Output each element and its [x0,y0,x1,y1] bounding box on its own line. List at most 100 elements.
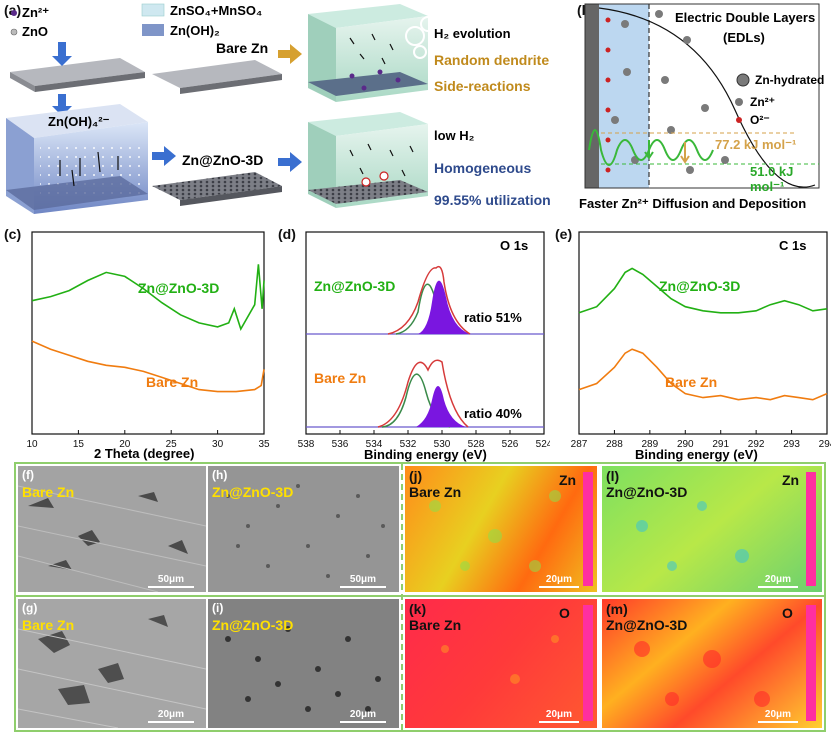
chart-e-frame [578,231,828,435]
panel-a-drawing [6,3,436,214]
arrow-right-icon [278,152,302,172]
chart-d-xlabel: Binding energy (eV) [364,447,487,462]
chart-d-series-2-label: Bare Zn [314,370,367,386]
arrow-down-icon [52,94,72,116]
legend-zno-label: ZnO [22,24,48,39]
arrow-down-icon [644,140,654,160]
chart-c: 10 15 20 25 30 35 [26,231,270,450]
grid-divider-horizontal [16,595,824,597]
energy-low-label: 51.0 kJ mol⁻¹ [750,164,794,194]
tile-k-label: (k) [409,601,427,617]
chart-d-tick-label: 524 [536,439,550,450]
tile-k-element: O [559,605,570,621]
zincate-label: Zn(OH)₄²⁻ [48,114,110,129]
chart-d-tick-label: 534 [366,439,383,450]
zn-hydrated-legend-icon [736,73,750,87]
chart-d-lower-envelope [377,359,469,428]
chart-e-tick-label: 289 [642,439,659,450]
low-h2-label: low H₂ [434,128,475,143]
chart-e-title: C 1s [779,238,807,253]
chart-e-series-2-line [578,348,828,401]
panel-c-label: (c) [4,226,22,242]
chart-d-tick-label: 536 [332,439,349,450]
chart-d-tick-label: 532 [400,439,417,450]
chart-d-lower-peak-2-fill [416,386,466,427]
sem-tile-i: (i) Zn@ZnO-3D 20μm [208,599,399,728]
grid-divider [401,464,403,730]
tile-h-name: Zn@ZnO-3D [212,484,294,500]
chart-e-series-1-label: Zn@ZnO-3D [659,278,741,294]
chart-d-frame [305,231,545,435]
tile-l-name: Zn@ZnO-3D [606,484,688,500]
tile-m-name: Zn@ZnO-3D [606,617,688,633]
chart-d-tick-label: 530 [434,439,451,450]
panel-a: (a) [0,0,575,220]
utilization-label: 99.55% utilization [434,192,551,208]
h2-evolution-label: H₂ evolution [434,26,511,41]
chart-c-series-2-line [31,340,265,393]
eds-tile-l: (l) Zn@ZnO-3D Zn 20μm [602,466,822,592]
tile-h-label: (h) [212,468,228,482]
chart-e-tick-label: 294 [819,439,831,450]
chart-e-tick-label: 292 [748,439,765,450]
hydroxide-legend-icon [142,24,164,36]
chart-d-ratio-2: ratio 40% [464,406,522,421]
chart-c-tick-label: 20 [119,439,131,450]
panel-e: (e) 287 288 289 290 291 292 293 294 C 1s Zn@ZnO… [555,222,831,462]
energy-high-label: 77.2 kJ mol⁻¹ [715,137,797,152]
scale-bar: 20μm [539,574,579,588]
chart-c-tick-label: 25 [166,439,178,450]
tile-m-element: O [782,605,793,621]
scale-bar: 20μm [148,709,194,723]
scale-bar: 20μm [539,709,579,723]
tile-i-label: (i) [212,601,224,615]
chart-c-tick-label: 35 [258,439,270,450]
chart-e-xlabel: Binding energy (eV) [635,447,758,462]
chart-e-tick-label: 287 [571,439,588,450]
scale-bar: 20μm [340,709,386,723]
zn2-label: Zn²⁺ [750,95,775,109]
eds-tile-k: (k) Bare Zn O 20μm [405,599,597,728]
tile-i-name: Zn@ZnO-3D [212,617,294,633]
chart-e-tick-label: 293 [783,439,800,450]
tile-j-element: Zn [559,472,577,488]
chart-e: 287 288 289 290 291 292 293 294 [571,231,831,450]
legend-zn2-label: Zn²⁺ [22,5,50,20]
panel-d-label: (d) [278,226,296,242]
chart-d-title: O 1s [500,238,529,253]
sem-tile-g: (g) Bare Zn 20μm [18,599,206,728]
chart-c-xlabel: 2 Theta (degree) [94,446,195,461]
electrolyte-legend-icon [141,3,165,17]
scale-bar: 20μm [758,709,798,723]
legend-hydroxide-label: Zn(OH)₂ [170,23,220,38]
chart-e-tick-label: 290 [677,439,694,450]
chart-e-series-2-label: Bare Zn [665,374,718,390]
zn2-legend-icon [11,10,17,16]
edl-title: Electric Double Layers [675,10,816,25]
chart-e-tick-label: 291 [712,439,729,450]
zn-zno-3d-label: Zn@ZnO-3D [182,152,264,168]
zn-hydrated-label: Zn-hydrated [755,73,825,87]
micrograph-grid: (f) Bare Zn 50μm (h) Zn@ZnO-3D 50μm (j) … [14,462,826,732]
eds-tile-j: (j) Bare Zn Zn 20μm [405,466,597,592]
eds-tile-m: (m) Zn@ZnO-3D O 20μm [602,599,822,728]
chart-e-series-1-line [578,267,828,314]
chart-d-series-1-label: Zn@ZnO-3D [314,278,396,294]
chart-e-tick-label: 288 [606,439,623,450]
chart-d-upper-peak-2-fill [418,280,470,334]
bare-zn-label: Bare Zn [216,40,269,56]
chart-d-upper-envelope [387,265,471,335]
chart-c-tick-label: 30 [212,439,224,450]
panel-b: (b) Electric Double Layers (EDLs) Zn-hyd… [575,0,831,220]
chart-d-tick-label: 538 [298,439,315,450]
o2-legend-icon [736,117,742,123]
chart-d: 538 536 534 532 530 528 526 524 [298,231,550,450]
panel-d: (d) 538 536 534 532 530 528 526 524 O 1s Zn@ZnO… [278,222,550,462]
panel-c: (c) 10 15 20 25 30 35 Zn@ZnO-3D Bare Zn 2 The… [0,222,270,461]
edl-caption: Faster Zn²⁺ Diffusion and Deposition [579,196,807,211]
arrow-right-icon [278,44,302,64]
chart-c-series-1-label: Zn@ZnO-3D [138,280,220,296]
tile-j-name: Bare Zn [409,484,462,500]
tile-g-name: Bare Zn [22,617,75,633]
zn2-legend-icon [735,98,743,106]
